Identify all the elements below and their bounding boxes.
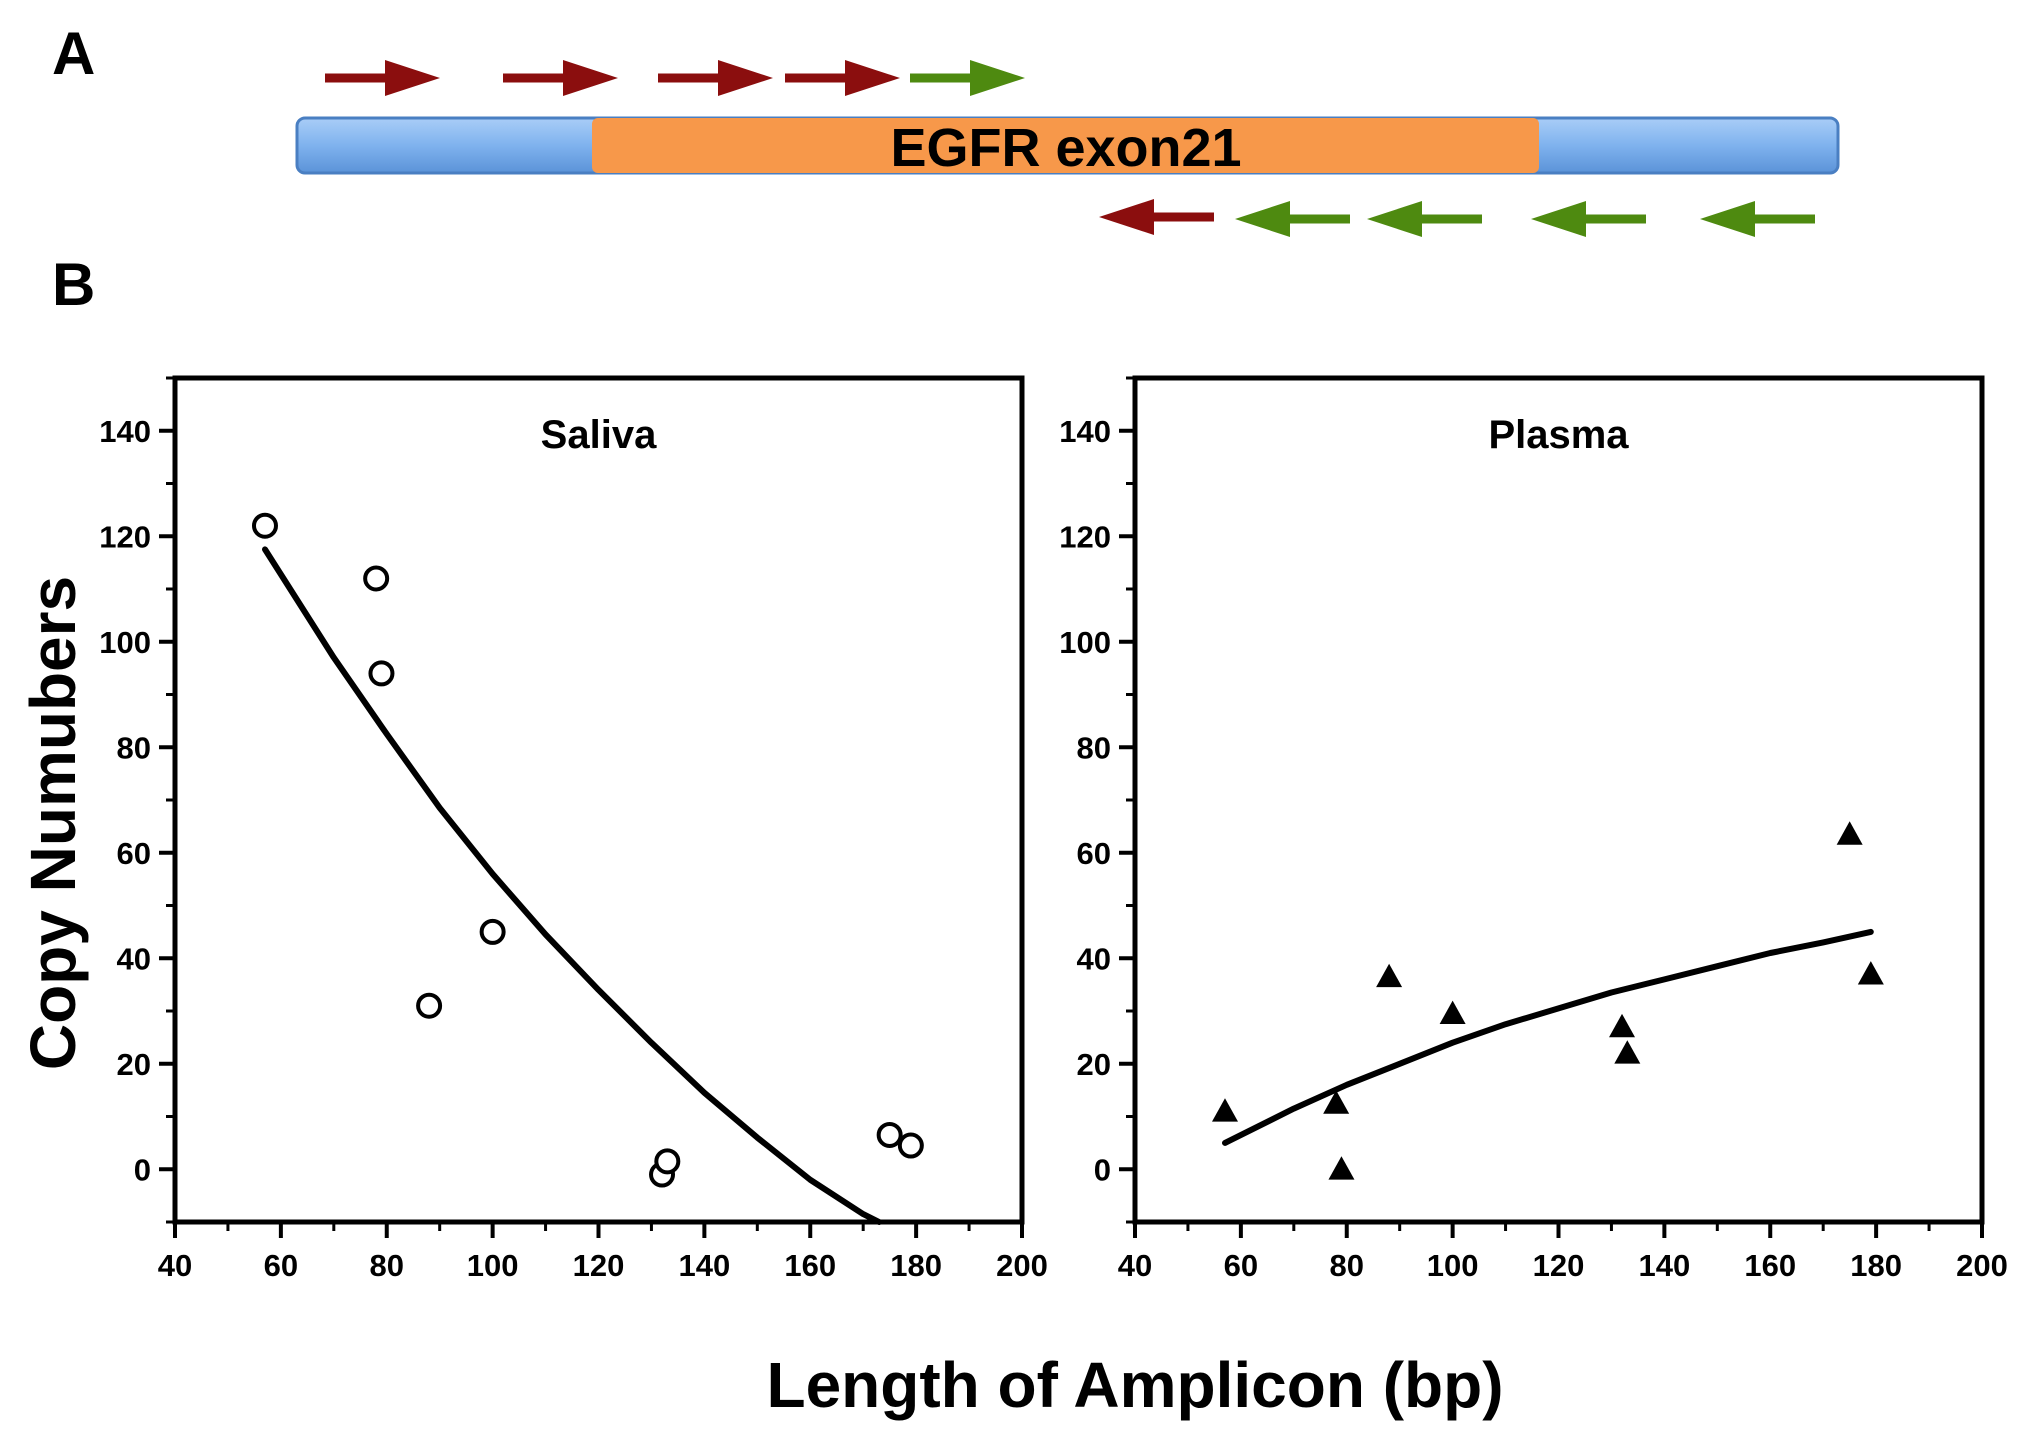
plasma-data-point xyxy=(1323,1090,1350,1114)
plasma-x-tick-label: 120 xyxy=(1533,1248,1585,1283)
reverse-primer-1 xyxy=(1099,199,1214,235)
forward-primer-2 xyxy=(503,60,618,96)
saliva-y-tick-label: 20 xyxy=(117,1047,151,1082)
reverse-primer-3 xyxy=(1367,201,1482,237)
plasma-y-tick-label: 120 xyxy=(1059,519,1111,554)
plasma-y-tick-label: 40 xyxy=(1077,941,1111,976)
plasma-data-point xyxy=(1836,821,1863,845)
saliva-plot-frame xyxy=(172,375,1025,1225)
primer-arrows-forward xyxy=(325,60,1025,96)
saliva-y-tick-label: 100 xyxy=(99,625,151,660)
saliva-fit-curve xyxy=(262,546,883,1225)
plasma-x-tick-label: 140 xyxy=(1639,1248,1691,1283)
plasma-fit-curve xyxy=(1222,928,1874,1146)
saliva-x-tick-label: 180 xyxy=(890,1248,942,1283)
saliva-x-tick-label: 120 xyxy=(573,1248,625,1283)
plasma-y-tick-label: 80 xyxy=(1077,730,1111,765)
saliva-y-tick-label: 80 xyxy=(117,730,151,765)
saliva-data-point xyxy=(897,1132,924,1159)
saliva-x-tick-label: 40 xyxy=(158,1248,192,1283)
reverse-primer-5 xyxy=(1700,201,1815,237)
saliva-data-point xyxy=(479,918,506,945)
saliva-y-tick-label: 140 xyxy=(99,414,151,449)
plasma-x-tick-label: 60 xyxy=(1224,1248,1258,1283)
reverse-primer-4 xyxy=(1531,201,1646,237)
y-axis-title: Copy Numubers xyxy=(17,576,89,1070)
plasma-data-point xyxy=(1857,961,1884,985)
forward-primer-4 xyxy=(785,60,900,96)
plasma-data-point xyxy=(1328,1156,1355,1180)
plasma-y-tick-label: 0 xyxy=(1094,1152,1111,1187)
plasma-x-tick-label: 200 xyxy=(1956,1248,2008,1283)
plasma-y-tick-label: 60 xyxy=(1077,836,1111,871)
saliva-data-point xyxy=(368,660,395,687)
primer-arrows-reverse xyxy=(1099,199,1815,237)
plasma-chart-title: Plasma xyxy=(1488,413,1629,457)
plasma-data-point xyxy=(1609,1013,1636,1038)
saliva-x-tick-label: 160 xyxy=(784,1248,836,1283)
saliva-y-tick-label: 40 xyxy=(117,941,151,976)
saliva-data-point xyxy=(251,512,278,539)
forward-primer-3 xyxy=(658,60,773,96)
saliva-data-point xyxy=(416,992,443,1019)
plasma-y-tick-label: 20 xyxy=(1077,1047,1111,1082)
forward-primer-1 xyxy=(325,60,440,96)
forward-primer-5 xyxy=(910,60,1025,96)
plasma-x-tick-label: 180 xyxy=(1850,1248,1902,1283)
reverse-primer-2 xyxy=(1235,201,1350,237)
plasma-data-point xyxy=(1439,1000,1466,1025)
saliva-chart: 40 60 80 100 120 140 160 180 200 0 20 40 60 80 100 120 1… xyxy=(99,375,1048,1283)
panel-a-label: A xyxy=(52,20,95,87)
gene-label: EGFR exon21 xyxy=(890,118,1241,178)
saliva-x-tick-label: 100 xyxy=(467,1248,519,1283)
plasma-x-tick-label: 100 xyxy=(1427,1248,1479,1283)
saliva-y-tick-label: 60 xyxy=(117,836,151,871)
saliva-x-tick-label: 140 xyxy=(679,1248,731,1283)
plasma-y-tick-label: 140 xyxy=(1059,414,1111,449)
plasma-data-point xyxy=(1211,1098,1238,1122)
plasma-x-tick-label: 160 xyxy=(1744,1248,1796,1283)
saliva-y-tick-label: 120 xyxy=(99,519,151,554)
saliva-data-point xyxy=(654,1148,681,1175)
saliva-data-point xyxy=(363,565,390,592)
plasma-chart: 40 60 80 100 120 140 160 180 200 0 20 40 60 80 100 120 1… xyxy=(1059,375,2008,1283)
saliva-x-tick-label: 80 xyxy=(370,1248,404,1283)
exon-region xyxy=(592,118,1539,173)
saliva-y-tick-label: 0 xyxy=(134,1152,151,1187)
plasma-plot-frame xyxy=(1132,375,1985,1225)
x-axis-title: Length of Amplicon (bp) xyxy=(766,1349,1503,1421)
panel-b-label: B xyxy=(52,251,95,318)
plasma-data-point xyxy=(1376,963,1403,988)
saliva-x-tick-label: 60 xyxy=(264,1248,298,1283)
plasma-data-point xyxy=(1614,1040,1641,1064)
saliva-data-point xyxy=(876,1121,903,1148)
saliva-chart-title: Saliva xyxy=(541,413,657,457)
saliva-x-tick-label: 200 xyxy=(996,1248,1048,1283)
plasma-x-tick-label: 40 xyxy=(1118,1248,1152,1283)
gene-bar: EGFR exon21 xyxy=(295,116,1840,178)
plasma-x-tick-label: 80 xyxy=(1330,1248,1364,1283)
plasma-y-tick-label: 100 xyxy=(1059,625,1111,660)
